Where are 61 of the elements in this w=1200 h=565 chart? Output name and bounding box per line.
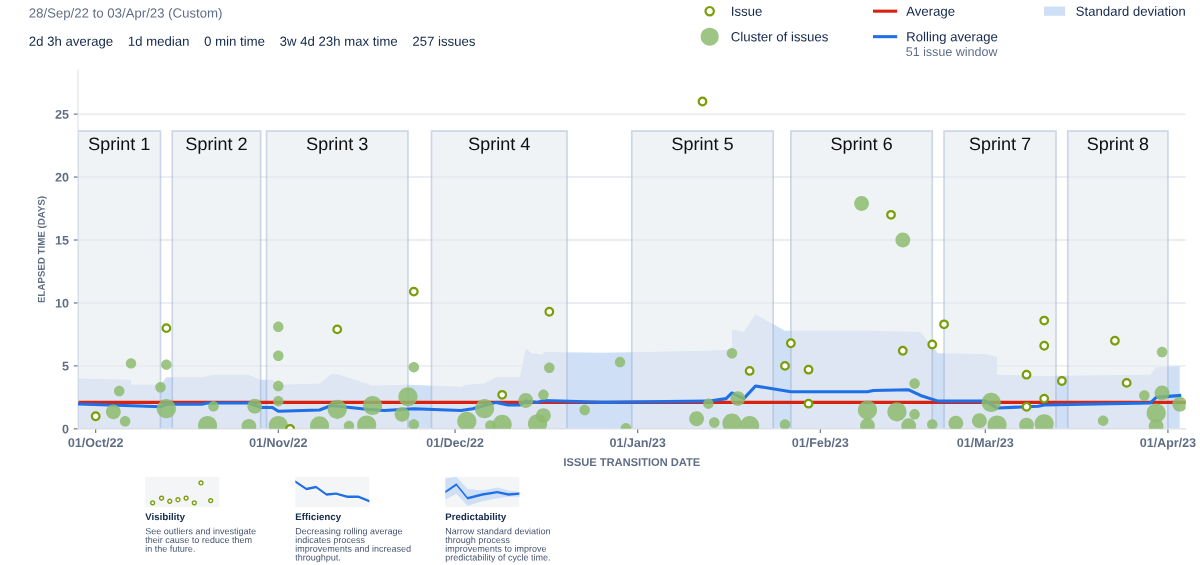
point <box>780 360 790 371</box>
text: See outliers and investigate their cause to reduce them in the future. <box>145 527 256 552</box>
point <box>90 411 101 422</box>
point <box>497 389 508 400</box>
point <box>161 323 172 334</box>
band-label: Sprint 8 <box>1087 136 1149 154</box>
x-tick-label: 01/Apr/23 <box>1140 437 1196 450</box>
y-tick-label: 15 <box>55 235 69 245</box>
point <box>803 364 814 375</box>
text: Narrow standard deviation through process improvements to improve predictability of cycle time. <box>445 527 550 563</box>
point <box>1121 377 1132 388</box>
text: 51 issue window <box>906 46 998 57</box>
y-tick-label: 0 <box>62 424 69 434</box>
point <box>544 306 555 317</box>
point <box>1039 393 1050 404</box>
legend-label: Cluster of issues <box>731 31 828 42</box>
point <box>785 338 796 349</box>
x-tick-label: 01/Feb/23 <box>792 437 849 448</box>
y-axis-title: ELAPSED TIME (DAYS) <box>37 196 47 303</box>
point <box>803 398 814 409</box>
text: Predictability <box>445 513 507 523</box>
x-tick-label: 01/Oct/22 <box>68 437 123 448</box>
band-label: Sprint 4 <box>468 136 530 154</box>
band-label: Sprint 5 <box>672 136 733 154</box>
text: Efficiency <box>295 513 342 523</box>
point <box>697 96 708 107</box>
text: Visibility <box>145 513 185 523</box>
point <box>332 324 343 335</box>
x-tick-label: 01/Nov/22 <box>249 437 307 448</box>
x-tick-label: 01/Jan/23 <box>610 437 666 448</box>
point <box>1109 335 1120 346</box>
point <box>744 366 755 376</box>
y-tick-label: 10 <box>55 298 69 308</box>
legend-label: Standard deviation <box>1076 6 1185 16</box>
point <box>897 345 908 356</box>
point <box>1021 369 1032 380</box>
x-tick-label: 01/Mar/23 <box>957 437 1014 448</box>
band-label: Sprint 6 <box>831 136 892 154</box>
point <box>1039 340 1050 351</box>
y-tick-label: 20 <box>55 172 69 182</box>
chart-title: 28/Sep/22 to 03/Apr/23 (Custom) <box>29 7 222 21</box>
band-label: Sprint 1 <box>88 136 150 154</box>
point <box>1056 376 1067 386</box>
chart-subtitle: 2d 3h average 1d median 0 min time 3w 4d 23h max time 257 issues <box>29 36 475 49</box>
band-label: Sprint 3 <box>306 136 368 154</box>
point <box>408 286 419 297</box>
point <box>1021 401 1032 412</box>
band-label: Sprint 2 <box>186 136 247 154</box>
text: Decreasing rolling average indicates process improvements and increased throughput. <box>295 527 411 563</box>
legend-label: Average <box>906 6 955 19</box>
legend-label: Issue <box>732 6 762 16</box>
point <box>886 209 896 220</box>
y-tick-label: 5 <box>62 361 69 371</box>
point <box>939 319 949 330</box>
point <box>927 339 938 350</box>
band-label: Sprint 7 <box>969 136 1031 154</box>
y-tick-label: 25 <box>55 109 69 119</box>
x-tick-label: 01/Dec/22 <box>426 437 484 448</box>
x-axis-title: ISSUE TRANSITION DATE <box>564 458 700 467</box>
legend-label: Rolling average <box>907 31 998 45</box>
point <box>1039 315 1050 326</box>
